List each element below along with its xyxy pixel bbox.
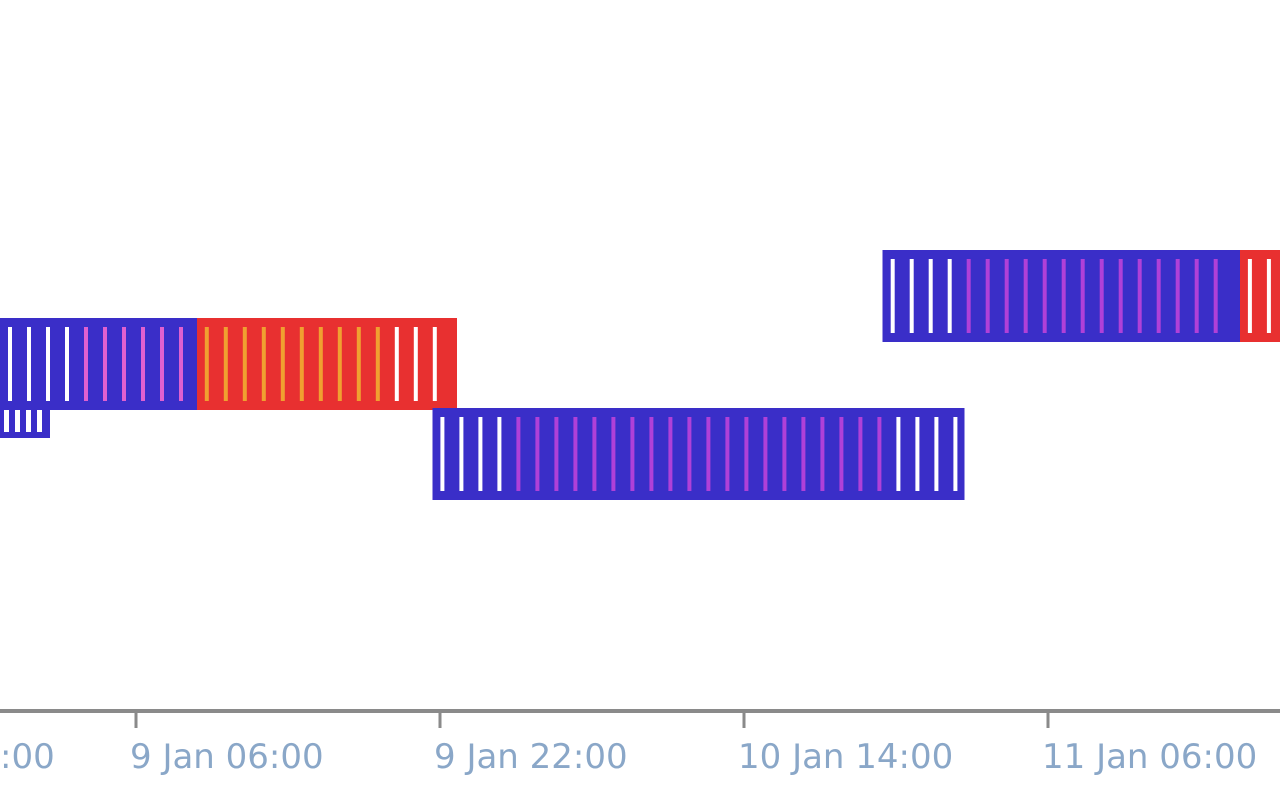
bar-stripe bbox=[1247, 259, 1252, 333]
bar-stripe bbox=[573, 417, 578, 491]
bar-stripe bbox=[516, 417, 521, 491]
timeline-bar-rect bbox=[882, 250, 1240, 342]
bar-stripe bbox=[375, 327, 380, 401]
bar-stripe bbox=[592, 417, 597, 491]
bar-stripe bbox=[782, 417, 787, 491]
bar-stripe bbox=[966, 259, 971, 333]
bar-stripe bbox=[934, 417, 939, 491]
bar-stripe bbox=[1118, 259, 1123, 333]
timeline-bar-rect bbox=[1239, 250, 1280, 342]
x-axis: :00 9 Jan 06:00 9 Jan 22:00 10 Jan 14:00 11 … bbox=[0, 709, 1280, 777]
bar-stripe bbox=[204, 327, 209, 401]
bar-stripe bbox=[84, 327, 88, 401]
bar-stripe bbox=[8, 327, 12, 401]
bar-stripe bbox=[413, 327, 418, 401]
bar-stripe bbox=[1156, 259, 1161, 333]
bar-stripe bbox=[1042, 259, 1047, 333]
bar-stripe bbox=[896, 417, 901, 491]
timeline-bar[interactable] bbox=[0, 318, 197, 410]
bar-stripe bbox=[261, 327, 266, 401]
bar-stripe bbox=[1194, 259, 1199, 333]
bar-stripe bbox=[4, 410, 9, 432]
bar-stripe bbox=[649, 417, 654, 491]
bar-stripe bbox=[839, 417, 844, 491]
bar-stripe bbox=[46, 327, 50, 401]
timeline-bar[interactable] bbox=[882, 250, 1240, 342]
bar-stripe bbox=[611, 417, 616, 491]
bar-stripe bbox=[26, 410, 31, 432]
bar-stripe bbox=[1061, 259, 1066, 333]
bar-stripe bbox=[858, 417, 863, 491]
bar-stripe bbox=[890, 259, 895, 333]
bar-stripe bbox=[1175, 259, 1180, 333]
bar-stripe bbox=[280, 327, 285, 401]
bar-stripe bbox=[554, 417, 559, 491]
bar-stripe bbox=[299, 327, 304, 401]
bar-stripe bbox=[535, 417, 540, 491]
timeline-bar-rect bbox=[432, 408, 965, 500]
x-tick-label: 11 Jan 06:00 bbox=[1042, 737, 1257, 777]
bar-stripe bbox=[179, 327, 183, 401]
bar-stripe bbox=[37, 410, 42, 432]
bar-stripe bbox=[141, 327, 145, 401]
bar-stripe bbox=[1099, 259, 1104, 333]
bar-stripe bbox=[915, 417, 920, 491]
x-tick-label: 9 Jan 06:00 bbox=[130, 737, 324, 777]
bar-stripe bbox=[432, 327, 437, 401]
bar-stripe bbox=[122, 327, 126, 401]
bar-stripe bbox=[394, 327, 399, 401]
x-tick-label: 9 Jan 22:00 bbox=[434, 737, 628, 777]
bar-stripe bbox=[318, 327, 323, 401]
bar-stripe bbox=[744, 417, 749, 491]
bar-stripe bbox=[1137, 259, 1142, 333]
bar-stripe bbox=[1266, 259, 1271, 333]
bar-stripe bbox=[1213, 259, 1218, 333]
bar-stripe bbox=[985, 259, 990, 333]
bar-stripe bbox=[103, 327, 107, 401]
bar-stripe bbox=[242, 327, 247, 401]
bar-stripe bbox=[947, 259, 952, 333]
timeline-bar[interactable] bbox=[1239, 250, 1280, 342]
bar-stripe bbox=[801, 417, 806, 491]
bar-stripe bbox=[160, 327, 164, 401]
bar-stripe bbox=[820, 417, 825, 491]
bar-stripe bbox=[725, 417, 730, 491]
x-tick-label: :00 bbox=[0, 737, 55, 777]
bar-stripe bbox=[668, 417, 673, 491]
bar-stripe bbox=[223, 327, 228, 401]
bar-stripe bbox=[877, 417, 882, 491]
bar-stripe bbox=[65, 327, 69, 401]
bar-stripe bbox=[763, 417, 768, 491]
bar-stripe bbox=[1004, 259, 1009, 333]
bar-stripe bbox=[687, 417, 692, 491]
bar-stripe bbox=[928, 259, 933, 333]
bars-layer bbox=[0, 250, 1280, 500]
bar-stripe bbox=[337, 327, 342, 401]
bar-stripe bbox=[909, 259, 914, 333]
bar-stripe bbox=[1023, 259, 1028, 333]
bar-stripe bbox=[478, 417, 483, 491]
bar-stripe bbox=[953, 417, 958, 491]
bar-stripe bbox=[497, 417, 502, 491]
timeline-bar[interactable] bbox=[432, 408, 965, 500]
bar-stripe bbox=[27, 327, 31, 401]
bar-stripe bbox=[630, 417, 635, 491]
bar-stripe bbox=[440, 417, 445, 491]
timeline-bar-rect bbox=[196, 318, 458, 410]
x-tick-label: 10 Jan 14:00 bbox=[738, 737, 953, 777]
bar-stripe bbox=[15, 410, 20, 432]
bar-stripe bbox=[1080, 259, 1085, 333]
timeline-bar[interactable] bbox=[196, 318, 458, 410]
bar-stripe bbox=[356, 327, 361, 401]
bar-stripe bbox=[706, 417, 711, 491]
bar-stripe bbox=[459, 417, 464, 491]
